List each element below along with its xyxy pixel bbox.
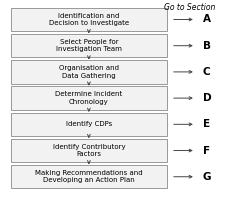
Text: Select People for
Investigation Team: Select People for Investigation Team: [56, 39, 122, 52]
Text: Organisation and
Data Gathering: Organisation and Data Gathering: [59, 65, 119, 79]
Text: Identify Contributory
Factors: Identify Contributory Factors: [53, 144, 125, 157]
Text: B: B: [202, 41, 211, 51]
Text: Go to Section: Go to Section: [164, 3, 216, 12]
Text: F: F: [202, 146, 210, 155]
Text: D: D: [202, 93, 211, 103]
Bar: [11, 113, 166, 136]
Bar: [11, 165, 166, 188]
Text: C: C: [202, 67, 210, 77]
Text: Identify CDPs: Identify CDPs: [66, 121, 112, 127]
Text: Making Recommendations and
Developing an Action Plan: Making Recommendations and Developing an…: [35, 170, 143, 183]
Text: G: G: [202, 172, 211, 182]
Text: Determine Incident
Chronology: Determine Incident Chronology: [55, 91, 122, 105]
Bar: [11, 8, 166, 31]
Text: Identification and
Decision to Investigate: Identification and Decision to Investiga…: [49, 13, 129, 26]
Bar: [11, 139, 166, 162]
Text: A: A: [202, 15, 211, 24]
Text: E: E: [202, 119, 210, 129]
Bar: [11, 60, 166, 84]
Bar: [11, 86, 166, 110]
Bar: [11, 34, 166, 57]
